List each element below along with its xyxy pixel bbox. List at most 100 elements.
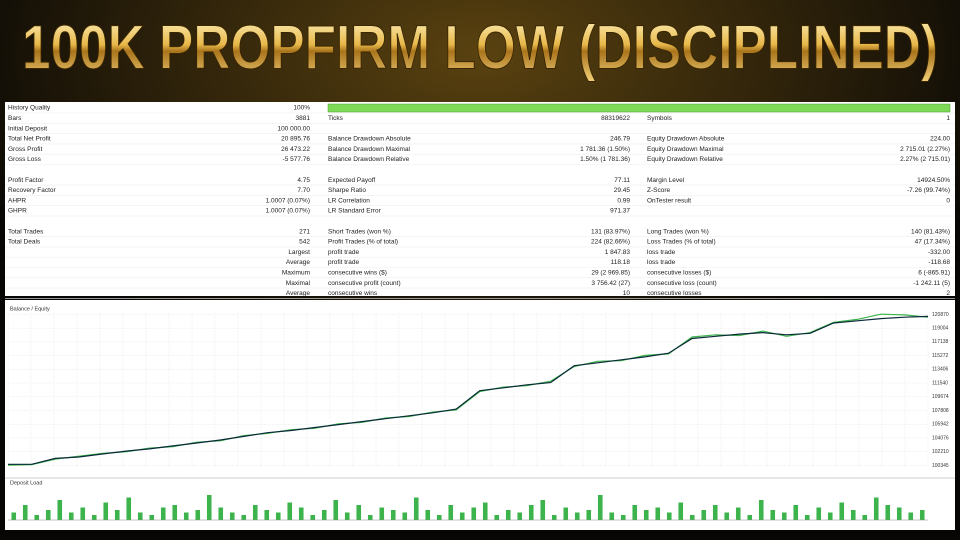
bar [413, 497, 419, 520]
series-line [8, 315, 929, 465]
report-cell: Total Net Profit [8, 136, 51, 143]
chart-title: Deposit Load [10, 480, 42, 486]
bar [241, 515, 247, 520]
bar [666, 512, 672, 520]
bar [827, 512, 833, 520]
bar [505, 510, 511, 520]
report-cell: 1.0007 (0.07%) [266, 197, 310, 204]
report-cell: Bars [8, 115, 22, 122]
bar [816, 507, 822, 520]
report-cell: Symbols [647, 115, 673, 122]
report-cell: AHPR [8, 197, 26, 204]
bar [264, 510, 270, 520]
bar [873, 497, 879, 520]
bar [597, 495, 603, 520]
report-cell: History Quality [8, 105, 51, 112]
report-cell: loss trade [647, 249, 676, 256]
report-cell: Profit Trades (% of total) [328, 239, 398, 246]
bar [229, 512, 235, 520]
bar [298, 507, 304, 520]
report-cell: consecutive profit (count) [328, 280, 401, 287]
report-cell: 47 (17.34%) [915, 239, 950, 246]
bar [459, 512, 465, 520]
bar [517, 512, 523, 520]
report-cell: GHPR [8, 208, 27, 215]
report-cell: -332.00 [928, 249, 950, 256]
report-cell: 246.79 [610, 136, 630, 143]
report-cell: 3881 [296, 115, 311, 122]
bar [114, 510, 120, 520]
bar [885, 505, 891, 520]
report-cell: Gross Loss [8, 156, 42, 163]
report-cell: Short Trades (won %) [328, 228, 391, 235]
y-tick-label: 100345 [932, 463, 949, 469]
report-cell: 100% [293, 105, 310, 112]
bar [908, 512, 914, 520]
y-tick-label: 119004 [932, 325, 949, 331]
bar [390, 510, 396, 520]
quality-bar [327, 103, 951, 113]
bar [551, 515, 557, 520]
report-cell: 1.50% (1 781.36) [580, 156, 630, 163]
report-cell: Long Trades (won %) [647, 228, 709, 235]
report-cell: Equity Drawdown Maximal [647, 146, 724, 153]
report-cell: 1 781.36 (1.50%) [580, 146, 630, 153]
report-cell: Maximal [286, 280, 311, 287]
report-cell: Average [286, 290, 310, 297]
bar [45, 510, 51, 520]
y-tick-label: 113406 [932, 367, 949, 373]
bar [206, 495, 212, 520]
bar [34, 515, 40, 520]
report-cell: consecutive wins ($) [328, 270, 387, 277]
report-cell: Balance Drawdown Maximal [328, 146, 411, 153]
report-cell: profit trade [328, 249, 359, 256]
bar [344, 512, 350, 520]
report-cell: 10 [623, 290, 631, 297]
bar [747, 515, 753, 520]
bar [609, 512, 615, 520]
bar [701, 510, 707, 520]
report-cell: -118.68 [928, 259, 950, 266]
bar [528, 505, 534, 520]
bar [850, 510, 856, 520]
report-cell: 0 [946, 197, 950, 204]
report-cell: 271 [299, 228, 310, 235]
report-cell: Margin Level [647, 177, 685, 184]
report-cell: 6 (-865.91) [918, 270, 950, 277]
bar [781, 512, 787, 520]
bar [724, 512, 730, 520]
bar [356, 505, 362, 520]
bar [172, 505, 178, 520]
report-cell: Initial Deposit [8, 125, 47, 132]
bar [563, 507, 569, 520]
report-cell: LR Standard Error [328, 208, 382, 215]
report-cell: Ticks [328, 115, 344, 122]
report-cell: profit trade [328, 259, 359, 266]
bar [333, 500, 339, 520]
report-cell: consecutive wins [328, 290, 378, 297]
chart-panel [5, 300, 955, 530]
y-tick-label: 109674 [932, 394, 949, 400]
bar [80, 507, 86, 520]
report-cell: 77.11 [614, 177, 630, 184]
bar [195, 510, 201, 520]
bar [735, 507, 741, 520]
bar [287, 502, 293, 520]
y-tick-label: 117138 [932, 339, 949, 345]
bar [160, 507, 166, 520]
bar [310, 515, 316, 520]
y-tick-label: 105942 [932, 422, 949, 428]
report-cell: 0.99 [617, 197, 630, 204]
bar [494, 515, 500, 520]
report-panel [5, 102, 955, 296]
report-cell: 1 [946, 115, 950, 122]
report-cell: 4.75 [297, 177, 310, 184]
bar [839, 502, 845, 520]
report-cell: Sharpe Ratio [328, 187, 366, 194]
report-cell: 88319622 [601, 115, 630, 122]
banner-title: 100K PROPFIRM LOW (DISCIPLINED) [22, 13, 938, 82]
report-cell: 2.27% (2 715.01) [900, 156, 950, 163]
report-cell: 971.37 [610, 208, 630, 215]
